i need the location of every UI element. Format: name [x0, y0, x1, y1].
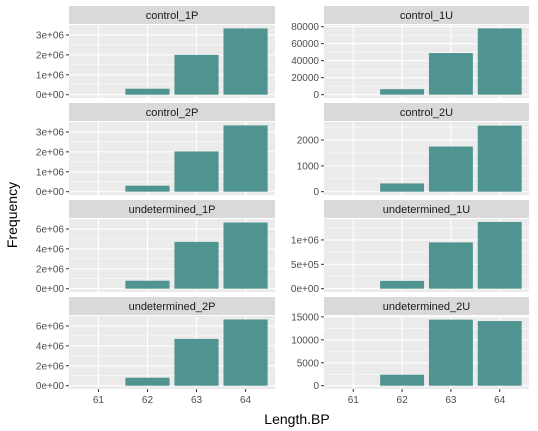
panel-title: undetermined_1U [383, 204, 471, 216]
bar-control-1u-63 [428, 53, 473, 95]
strip-background [324, 200, 529, 218]
bar-control-1u-64 [477, 28, 522, 95]
y-tick-label: 15000 [291, 312, 319, 323]
panel-control-2p: control_2P 0e+00 1e+06 2e+06 3e+06 [36, 103, 275, 198]
panel-title: undetermined_2U [383, 301, 471, 313]
panel-title: control_1U [400, 10, 453, 22]
panel-control-2u: control_2U 0 1000 2000 [297, 103, 529, 198]
bar-control-2p-62 [125, 185, 170, 192]
x-axis-title: Length.BP [264, 411, 329, 427]
y-tick-label: 40000 [291, 56, 319, 67]
bar-undetermined-1p-64 [223, 222, 268, 289]
bar-undetermined-1p-62 [125, 280, 170, 289]
y-tick-label: 1e+06 [291, 235, 320, 246]
x-tick-label: 61 [93, 395, 105, 406]
bar-undetermined-1u-64 [477, 221, 522, 289]
x-tick-label: 62 [397, 395, 409, 406]
y-tick-label: 2e+06 [36, 361, 65, 372]
y-tick-label: 0e+00 [291, 284, 320, 295]
bar-control-1p-62 [125, 88, 170, 95]
y-axis-title: Frequency [4, 182, 20, 248]
bar-undetermined-2p-64 [223, 319, 268, 386]
y-tick-label: 0e+00 [36, 90, 65, 101]
y-tick-label: 3e+06 [36, 30, 65, 41]
bar-undetermined-2u-64 [477, 321, 522, 386]
x-tick-label: 64 [240, 395, 252, 406]
y-tick-label: 2e+06 [36, 50, 65, 61]
strip-background [324, 103, 529, 121]
x-tick-label: 64 [494, 395, 506, 406]
panel-title: control_2P [146, 107, 199, 119]
panel-title: undetermined_1P [129, 204, 216, 216]
strip-background [69, 297, 275, 315]
y-tick-label: 6e+06 [36, 321, 65, 332]
bar-control-1p-64 [223, 28, 268, 95]
panels-group: control_1P 0e+00 1e+06 2e+06 3e+06 control_1U… [36, 6, 529, 392]
y-tick-label: 0e+00 [36, 284, 65, 295]
y-tick-label: 1e+06 [36, 70, 65, 81]
bar-control-2p-64 [223, 125, 268, 192]
y-tick-label: 2e+06 [36, 264, 65, 275]
y-tick-label: 5e+05 [291, 260, 320, 271]
y-tick-label: 0e+00 [36, 381, 65, 392]
y-tick-label: 0e+00 [36, 187, 65, 198]
y-tick-label: 3e+06 [36, 127, 65, 138]
bar-control-2u-62 [380, 183, 425, 192]
panel-undetermined-2u: undetermined_2U 0 5000 10000 15000 [291, 297, 529, 392]
y-tick-label: 80000 [291, 22, 319, 33]
strip-background [324, 297, 529, 315]
y-tick-label: 0 [313, 381, 319, 392]
y-tick-label: 60000 [291, 39, 319, 50]
y-tick-label: 1e+06 [36, 167, 65, 178]
strip-background [69, 103, 275, 121]
panel-title: control_2U [400, 107, 453, 119]
y-tick-label: 20000 [291, 73, 319, 84]
y-tick-label: 1000 [297, 161, 320, 172]
panel-undetermined-1u: undetermined_1U 0e+00 5e+05 1e+06 [291, 200, 529, 295]
panel-title: undetermined_2P [129, 301, 216, 313]
bar-undetermined-1u-62 [380, 280, 425, 289]
y-tick-label: 4e+06 [36, 341, 65, 352]
x-tick-label: 62 [142, 395, 154, 406]
x-tick-label: 61 [348, 395, 360, 406]
x-tick-label: 63 [191, 395, 203, 406]
y-tick-label: 2e+06 [36, 147, 65, 158]
x-axes-group: 61 62 63 64 61 62 63 64 [93, 389, 506, 406]
y-tick-label: 6e+06 [36, 224, 65, 235]
bar-control-1u-62 [380, 89, 425, 95]
panel-undetermined-2p: undetermined_2P 0e+00 2e+06 4e+06 6e+06 [36, 297, 275, 392]
strip-background [324, 6, 529, 24]
panel-control-1p: control_1P 0e+00 1e+06 2e+06 3e+06 [36, 6, 275, 101]
x-tick-label: 63 [445, 395, 457, 406]
strip-background [69, 6, 275, 24]
bar-undetermined-2p-62 [125, 377, 170, 386]
y-tick-label: 4e+06 [36, 244, 65, 255]
bar-control-1p-63 [174, 54, 219, 95]
bar-control-2u-64 [477, 125, 522, 192]
y-tick-label: 2000 [297, 136, 320, 147]
panel-control-1u: control_1U 0 20000 40000 60000 80000 [291, 6, 529, 101]
bar-undetermined-2p-63 [174, 338, 219, 386]
bar-undetermined-2u-62 [380, 374, 425, 386]
panel-title: control_1P [146, 10, 199, 22]
bar-undetermined-1u-63 [428, 242, 473, 289]
panel-undetermined-1p: undetermined_1P 0e+00 2e+06 4e+06 6e+06 [36, 200, 275, 295]
y-tick-label: 0 [313, 187, 319, 198]
bar-control-2u-63 [428, 146, 473, 192]
y-tick-label: 5000 [297, 358, 320, 369]
bar-control-2p-63 [174, 151, 219, 192]
y-tick-label: 10000 [291, 335, 319, 346]
bar-undetermined-1p-63 [174, 241, 219, 289]
strip-background [69, 200, 275, 218]
y-tick-label: 0 [313, 90, 319, 101]
bar-undetermined-2u-63 [428, 319, 473, 386]
